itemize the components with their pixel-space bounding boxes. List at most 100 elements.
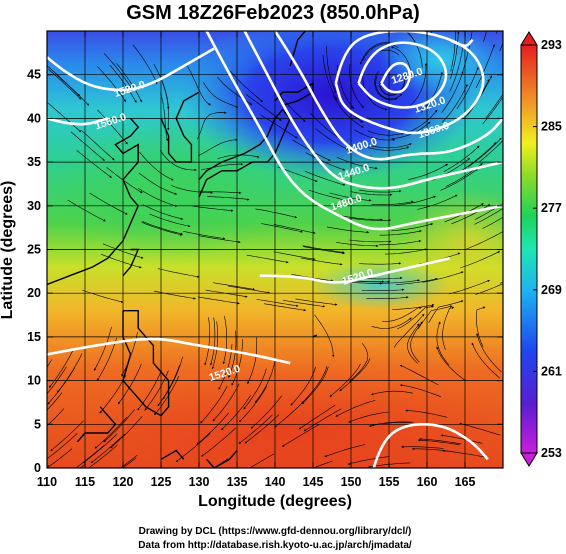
streamline — [153, 290, 196, 300]
streamline — [261, 223, 303, 233]
streamline — [449, 279, 490, 295]
streamline — [397, 305, 434, 330]
colorbar-tick-label: 285 — [541, 120, 562, 134]
y-tick-label: 0 — [34, 461, 41, 475]
streamline — [336, 242, 379, 248]
height-contour-line — [372, 422, 489, 468]
streamline — [222, 316, 227, 365]
streamline — [264, 303, 307, 312]
streamline — [122, 457, 137, 468]
streamline — [450, 31, 460, 79]
streamline — [201, 162, 244, 170]
streamline — [377, 279, 420, 284]
streamline — [99, 375, 127, 414]
streamline — [350, 191, 393, 196]
streamline — [336, 156, 378, 170]
streamline — [476, 333, 502, 373]
streamline — [205, 289, 248, 298]
credit-line-1: Drawing by DCL (https://www.gfd-dennou.o… — [139, 526, 412, 537]
x-axis-ticks: 110 115 120 125 130 135 140 145 150 155 160 165 — [37, 31, 476, 489]
streamline — [349, 343, 369, 382]
streamline — [196, 111, 227, 140]
streamline — [459, 422, 501, 436]
streamline — [420, 71, 443, 113]
streamline — [349, 239, 392, 243]
streamline — [47, 359, 53, 368]
streamline — [274, 397, 308, 428]
streamline — [47, 102, 82, 133]
x-tick-label: 125 — [151, 475, 172, 489]
streamline — [349, 64, 364, 109]
streamline — [462, 31, 473, 72]
streamline — [441, 70, 464, 113]
streamline — [360, 276, 403, 280]
height-contour-line — [449, 38, 474, 47]
cyan-region-central — [310, 260, 450, 310]
streamline — [315, 128, 353, 152]
height-contour-line — [357, 41, 448, 109]
streamline — [246, 254, 289, 264]
streamline — [57, 353, 83, 393]
streamline — [347, 456, 390, 465]
streamline — [183, 231, 226, 240]
streamline — [246, 94, 282, 121]
streamline — [67, 199, 106, 222]
streamline — [47, 433, 78, 460]
streamline — [375, 75, 403, 100]
streamline — [393, 313, 425, 348]
warm-region-south — [70, 370, 503, 468]
streamline — [401, 445, 444, 449]
x-tick-label: 120 — [113, 475, 134, 489]
streamline — [70, 131, 105, 161]
streamline — [191, 205, 234, 212]
streamline — [399, 364, 439, 386]
streamline — [138, 188, 178, 207]
streamline — [326, 46, 337, 94]
streamline — [157, 268, 200, 278]
coastline — [206, 450, 238, 468]
streamline — [366, 296, 409, 299]
streamline — [405, 31, 416, 43]
streamline — [359, 42, 394, 65]
streamline — [339, 358, 371, 392]
colorbar-tick-label: 253 — [541, 446, 562, 460]
streamline — [440, 168, 479, 191]
wind-streamlines — [47, 31, 503, 468]
streamline — [162, 82, 170, 131]
streamline — [348, 411, 390, 423]
streamline — [476, 306, 486, 348]
streamline — [305, 152, 346, 171]
streamline — [171, 185, 214, 194]
streamline — [137, 370, 162, 411]
height-contour-line — [47, 337, 291, 365]
streamline — [82, 289, 124, 303]
streamline — [204, 317, 210, 366]
streamline — [371, 390, 414, 396]
x-tick-label: 165 — [455, 475, 476, 489]
streamline — [273, 251, 316, 261]
streamline — [157, 364, 180, 407]
streamline — [460, 251, 501, 269]
streamline — [471, 342, 501, 379]
colorbar-bottom-triangle — [520, 452, 538, 467]
streamline — [379, 239, 422, 246]
streamline — [97, 66, 127, 103]
streamline — [367, 146, 410, 151]
streamline — [482, 96, 503, 125]
y-axis-ticks: 0 5 10 15 20 25 30 35 40 45 — [27, 68, 503, 475]
streamline — [322, 54, 337, 101]
streamline — [139, 151, 174, 181]
height-contour-line — [205, 31, 503, 231]
streamline — [197, 296, 240, 305]
streamline — [485, 93, 503, 119]
y-tick-label: 5 — [34, 417, 41, 431]
streamline — [201, 427, 236, 457]
streamline — [211, 321, 219, 370]
streamline — [89, 192, 128, 215]
streamline — [456, 66, 479, 109]
streamline — [217, 154, 260, 159]
coastline — [160, 91, 200, 163]
streamline — [303, 246, 345, 255]
streamline — [379, 77, 407, 96]
colorbar-tick-label: 261 — [541, 364, 562, 378]
